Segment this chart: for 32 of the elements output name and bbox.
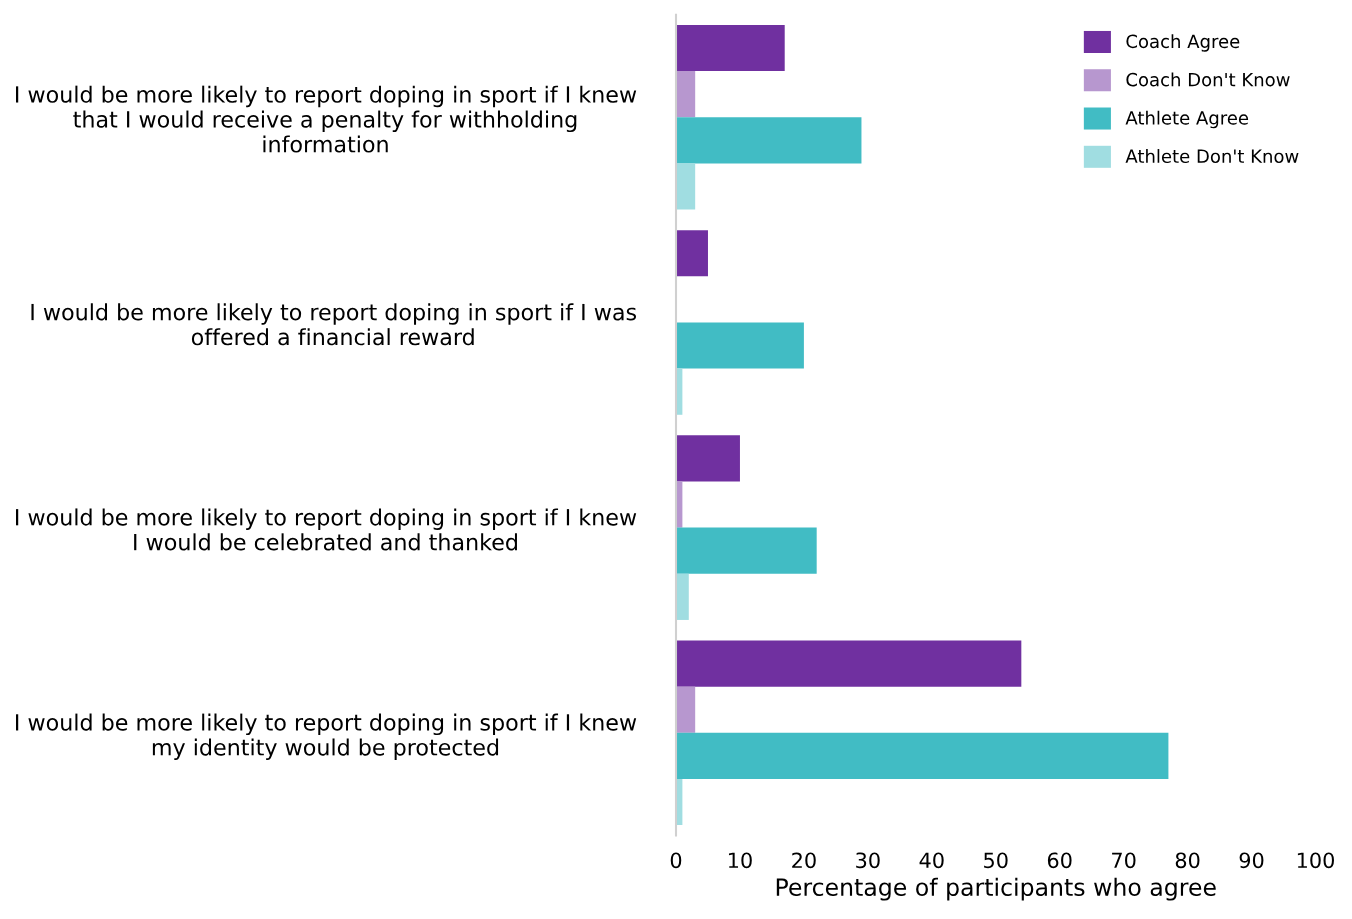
x-tick-label: 70 — [1112, 852, 1136, 869]
bar — [676, 163, 696, 210]
x-tick-label: 80 — [1175, 852, 1200, 869]
legend-label: Athlete Don't Know — [1125, 149, 1299, 164]
bar — [676, 117, 862, 164]
x-tick-label: 40 — [919, 852, 944, 869]
x-tick-label: 20 — [792, 852, 816, 869]
y-tick-label: I would be more likely to report doping in sport if I knew my identity would be protected — [16, 713, 637, 760]
x-tick-label: 90 — [1239, 852, 1264, 869]
x-axis-title: Percentage of participants who agree — [776, 877, 1216, 901]
y-tick-label: I would be more likely to report doping in sport if I knew I would be celebrated and thanked — [16, 508, 637, 551]
legend-label: Coach Agree — [1126, 34, 1240, 52]
y-tick-label: I would be more likely to report doping in sport if I was offered a financial reward — [31, 303, 637, 346]
x-tick-label: 50 — [984, 852, 1008, 869]
bar — [676, 732, 1169, 779]
bar — [676, 24, 785, 72]
x-tick-label: 100 — [1297, 852, 1334, 869]
legend-label: Athlete Agree — [1125, 110, 1249, 129]
bar — [676, 71, 696, 118]
bar — [676, 435, 740, 482]
bar — [676, 322, 804, 369]
y-tick-label: I would be more likely to report doping in sport if I knew that I would receive a penalty for withholding information — [16, 85, 637, 153]
bar — [676, 230, 708, 277]
bar — [676, 527, 817, 574]
x-tick-label: 10 — [728, 852, 752, 869]
bar — [676, 686, 696, 733]
legend-label: Coach Don't Know — [1126, 72, 1290, 87]
x-tick-label: 60 — [1047, 852, 1072, 869]
x-tick-label: 0 — [670, 852, 682, 869]
bar — [676, 573, 689, 620]
bar — [676, 640, 1022, 687]
x-tick-label: 30 — [856, 852, 880, 869]
